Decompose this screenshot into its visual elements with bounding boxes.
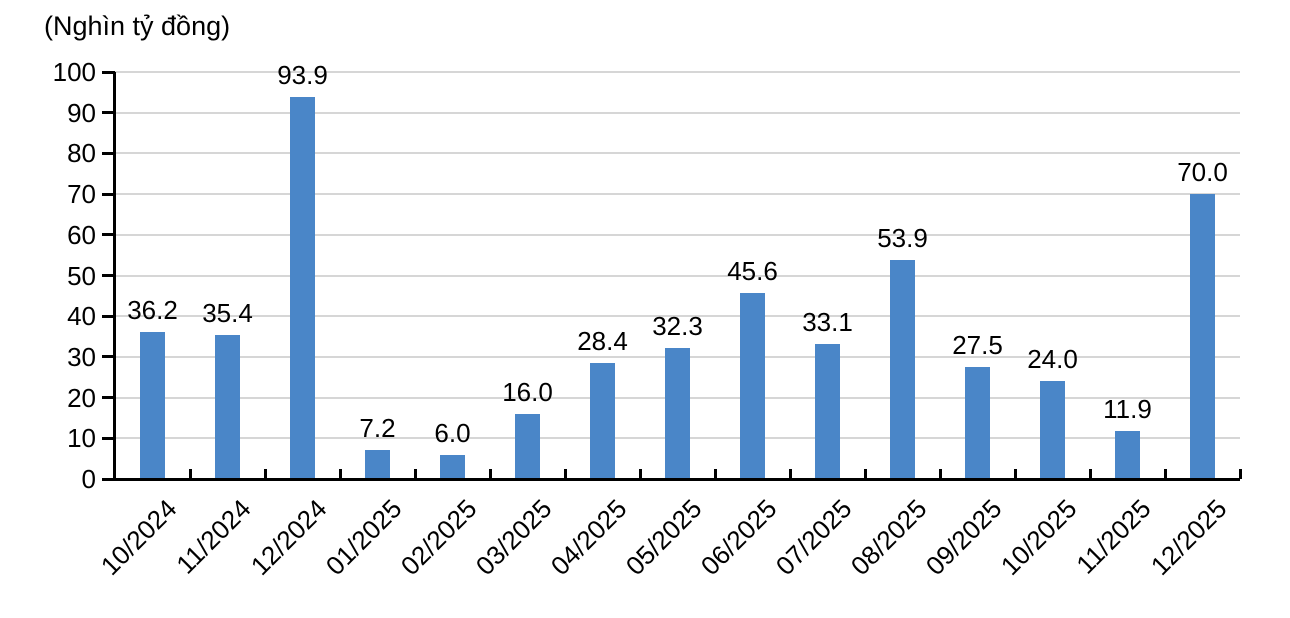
bar (665, 347, 690, 479)
x-axis-tick (263, 469, 267, 479)
x-axis-tick (1238, 469, 1242, 479)
gridline (115, 152, 1240, 155)
gridline (115, 274, 1240, 277)
x-axis-label: 04/2025 (544, 493, 633, 581)
y-axis-tick-label: 70 (67, 179, 96, 210)
bar-value-label: 33.1 (802, 307, 853, 338)
y-axis-tick-label: 20 (67, 382, 96, 413)
bar (140, 331, 165, 479)
bar (365, 449, 390, 479)
bar (1115, 430, 1140, 479)
y-axis-tick-label: 10 (67, 423, 96, 454)
x-axis-tick (1013, 469, 1017, 479)
y-axis-tick (102, 151, 115, 155)
bar-value-label: 45.6 (727, 256, 778, 287)
y-axis-tick (102, 192, 115, 196)
x-axis-tick (488, 469, 492, 479)
x-axis-label: 11/2025 (1070, 493, 1158, 580)
bar-value-label: 11.9 (1103, 393, 1152, 424)
gridline (115, 193, 1240, 196)
x-axis-tick (188, 469, 192, 479)
bar-value-label: 32.3 (652, 310, 703, 341)
x-axis-label: 02/2025 (394, 493, 483, 581)
y-axis-tick-label: 100 (52, 57, 96, 87)
gridline (115, 111, 1240, 114)
x-axis-tick (413, 469, 417, 479)
bar-value-label: 53.9 (877, 222, 928, 253)
bar (1040, 381, 1065, 479)
gridline (115, 71, 1240, 73)
bar-value-label: 35.4 (202, 297, 253, 328)
bar (440, 454, 465, 479)
y-axis-tick-label: 80 (67, 138, 96, 169)
x-axis-label: 12/2024 (244, 493, 333, 581)
bar-value-label: 27.5 (952, 330, 1003, 361)
gridline (115, 315, 1240, 318)
bar (890, 259, 915, 479)
bar-value-label: 28.4 (577, 326, 628, 357)
y-axis-tick-label: 40 (67, 301, 96, 332)
x-axis-label: 07/2025 (769, 493, 858, 581)
x-axis-label: 11/2024 (170, 493, 258, 580)
bar (740, 293, 765, 479)
y-axis-tick (102, 436, 115, 440)
bar (965, 367, 990, 479)
y-axis-tick-label: 30 (67, 341, 96, 372)
x-axis-line (113, 478, 1240, 481)
y-axis-tick (102, 477, 115, 481)
x-axis-tick (788, 469, 792, 479)
y-axis-tick (102, 314, 115, 318)
chart-unit-title: (Nghìn tỷ đồng) (44, 11, 231, 41)
x-axis-label: 08/2025 (844, 493, 933, 581)
bar (515, 413, 540, 479)
y-axis-tick-label: 0 (81, 464, 96, 494)
bar-value-label: 93.9 (277, 59, 328, 90)
x-axis-tick (338, 469, 342, 479)
y-axis-tick (102, 396, 115, 400)
x-axis-label: 06/2025 (694, 493, 783, 581)
x-axis-tick (863, 469, 867, 479)
x-axis-label: 09/2025 (919, 493, 1008, 581)
x-axis-label: 05/2025 (619, 493, 708, 581)
y-axis-tick (102, 233, 115, 237)
bar-value-label: 6.0 (434, 417, 471, 448)
gridline (115, 233, 1240, 236)
y-axis-tick (102, 70, 115, 74)
x-axis-tick (638, 469, 642, 479)
bar (590, 363, 615, 479)
x-axis-label: 10/2024 (94, 493, 183, 581)
bar (215, 334, 240, 479)
x-axis-tick (713, 469, 717, 479)
bar-value-label: 70.0 (1177, 157, 1228, 188)
x-axis-tick (938, 469, 942, 479)
y-axis-tick-label: 50 (67, 260, 96, 291)
bar-value-label: 36.2 (127, 294, 178, 325)
x-axis-label: 12/2025 (1144, 493, 1233, 581)
bar (815, 344, 840, 479)
bar-value-label: 7.2 (359, 412, 396, 443)
y-axis-tick-label: 60 (67, 219, 96, 250)
x-axis-tick (1163, 469, 1167, 479)
x-axis-tick (563, 469, 567, 479)
x-axis-label: 01/2025 (319, 493, 408, 581)
x-axis-label: 03/2025 (469, 493, 558, 581)
y-axis-tick (102, 274, 115, 277)
bar (1190, 194, 1215, 479)
x-axis-tick (1088, 469, 1092, 479)
y-axis-tick (102, 111, 115, 115)
x-axis-label: 10/2025 (994, 493, 1083, 581)
bar-value-label: 16.0 (502, 376, 553, 407)
bar-value-label: 24.0 (1027, 344, 1078, 375)
y-axis-tick-label: 90 (67, 97, 96, 128)
y-axis-tick (102, 355, 115, 359)
bar (290, 96, 315, 479)
